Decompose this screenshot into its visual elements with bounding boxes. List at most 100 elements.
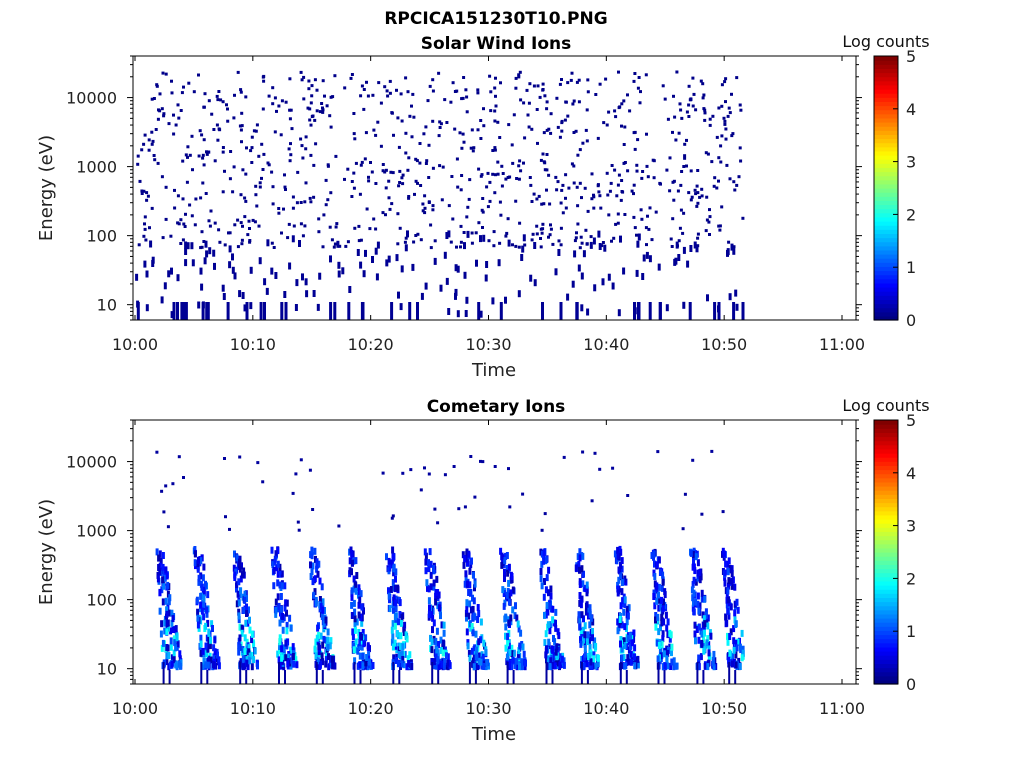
count-cell xyxy=(655,597,659,605)
count-cell xyxy=(318,272,322,280)
count-cell xyxy=(255,204,259,208)
count-cell xyxy=(571,102,575,106)
count-cell xyxy=(248,227,251,230)
count-cell xyxy=(164,185,168,189)
count-cell xyxy=(243,215,247,219)
count-cell xyxy=(616,183,620,187)
count-cell xyxy=(655,582,659,590)
count-cell xyxy=(171,482,175,486)
count-cell xyxy=(438,120,442,124)
count-cell xyxy=(165,572,169,580)
count-cell xyxy=(539,158,543,162)
count-cell xyxy=(205,650,209,658)
count-cell xyxy=(498,136,502,139)
count-cell xyxy=(694,598,698,606)
count-cell xyxy=(284,599,288,607)
count-cell xyxy=(620,654,624,662)
count-cell xyxy=(504,623,508,631)
count-cell xyxy=(493,146,497,150)
count-cell xyxy=(317,217,321,221)
count-cell xyxy=(205,150,208,154)
count-cell xyxy=(562,661,566,669)
colorbar-swatch xyxy=(874,315,898,321)
count-cell xyxy=(439,612,442,620)
count-cell xyxy=(233,571,237,579)
count-cell xyxy=(683,156,687,160)
count-cell xyxy=(687,191,691,195)
count-cell xyxy=(286,638,290,646)
count-cell xyxy=(740,654,744,662)
count-cell xyxy=(661,84,665,88)
count-cell xyxy=(539,568,543,575)
count-cell xyxy=(738,103,742,107)
count-cell xyxy=(479,235,482,243)
count-cell xyxy=(431,614,435,622)
count-cell xyxy=(436,657,440,665)
colorbar-swatch xyxy=(874,64,898,69)
count-cell xyxy=(247,644,251,652)
count-cell xyxy=(697,623,701,631)
count-cell xyxy=(321,670,324,684)
count-cell xyxy=(602,121,606,125)
count-cell xyxy=(181,197,185,201)
count-cell xyxy=(517,625,521,633)
count-cell xyxy=(441,649,445,657)
count-cell xyxy=(137,243,141,247)
count-cell xyxy=(151,139,155,143)
count-cell xyxy=(200,583,204,591)
count-cell xyxy=(426,99,430,103)
count-cell xyxy=(523,663,527,671)
count-cell xyxy=(473,495,477,499)
count-cell xyxy=(652,176,656,180)
count-cell xyxy=(706,614,710,622)
count-cell xyxy=(140,148,144,152)
count-cell xyxy=(171,615,175,623)
count-cell xyxy=(243,659,247,667)
count-cell xyxy=(287,147,291,151)
count-cell xyxy=(396,584,400,592)
count-cell xyxy=(646,214,649,218)
count-cell xyxy=(499,81,502,85)
count-cell xyxy=(472,612,476,620)
count-cell xyxy=(535,224,539,228)
count-cell xyxy=(623,125,627,129)
count-cell xyxy=(727,557,731,565)
count-cell xyxy=(197,73,200,77)
count-cell xyxy=(464,574,468,582)
count-cell xyxy=(604,77,608,81)
count-cell xyxy=(399,642,403,650)
count-cell xyxy=(434,638,438,645)
count-cell xyxy=(622,99,626,103)
count-cell xyxy=(689,169,693,173)
count-cell xyxy=(207,99,211,103)
count-cell xyxy=(262,152,266,156)
count-cell xyxy=(527,101,531,105)
count-cell xyxy=(271,202,275,206)
count-cell xyxy=(471,629,475,637)
count-cell xyxy=(247,648,251,656)
count-cell xyxy=(730,134,734,138)
count-cell xyxy=(480,173,484,177)
count-cell xyxy=(274,550,278,558)
count-cell xyxy=(402,661,406,669)
count-cell xyxy=(392,569,396,577)
count-cell xyxy=(730,243,734,251)
count-cell xyxy=(576,222,580,226)
count-cell xyxy=(674,257,678,265)
count-cell xyxy=(304,181,308,185)
count-cell xyxy=(204,580,207,588)
count-cell xyxy=(309,561,312,569)
count-cell xyxy=(465,95,469,99)
count-cell xyxy=(544,630,548,638)
count-cell xyxy=(273,130,277,134)
count-cell xyxy=(582,662,586,670)
count-cell xyxy=(732,245,736,249)
colorbar-swatch xyxy=(874,494,898,499)
count-cell xyxy=(427,565,431,573)
count-cell xyxy=(355,572,359,579)
count-cell xyxy=(402,629,406,636)
count-cell xyxy=(173,639,177,647)
count-cell xyxy=(614,222,618,226)
count-cell xyxy=(408,114,412,118)
count-cell xyxy=(558,135,562,139)
